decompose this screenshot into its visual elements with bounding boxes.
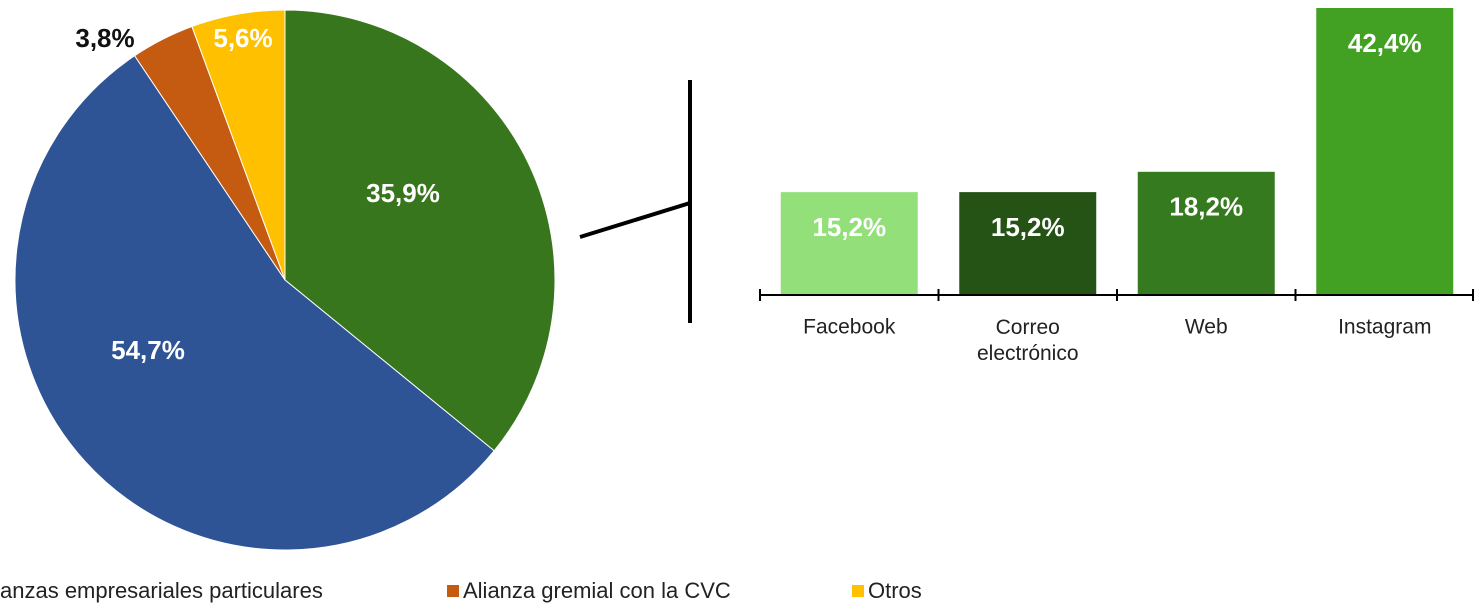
pie-slice	[191, 9, 286, 281]
x-tick-label: Web	[1185, 316, 1228, 339]
pie-slice	[14, 55, 495, 551]
legend-label: anzas empresariales particulares	[0, 578, 323, 603]
data-label: 42,4%	[1348, 28, 1422, 58]
bar	[1316, 8, 1454, 295]
data-label: 15,2%	[812, 212, 886, 242]
legend-swatch	[852, 585, 864, 597]
data-label: 15,2%	[991, 212, 1065, 242]
bar	[780, 192, 918, 295]
x-tick-label: Instagram	[1338, 316, 1431, 339]
x-tick-label: Facebook	[803, 316, 896, 339]
data-label: 5,6%	[213, 23, 272, 53]
bar	[1137, 171, 1275, 295]
data-label: 3,8%	[75, 23, 134, 53]
connector	[579, 201, 691, 239]
legend-label: Otros	[868, 578, 922, 603]
legend-swatch	[447, 585, 459, 597]
data-label: 18,2%	[1169, 192, 1243, 222]
x-tick-label: Correo electrónico	[977, 316, 1079, 365]
legend-label: Alianza gremial con la CVC	[463, 578, 731, 603]
data-label: 35,9%	[366, 178, 440, 208]
pie-slice	[284, 9, 556, 452]
bar	[959, 192, 1097, 295]
data-label: 54,7%	[111, 335, 185, 365]
